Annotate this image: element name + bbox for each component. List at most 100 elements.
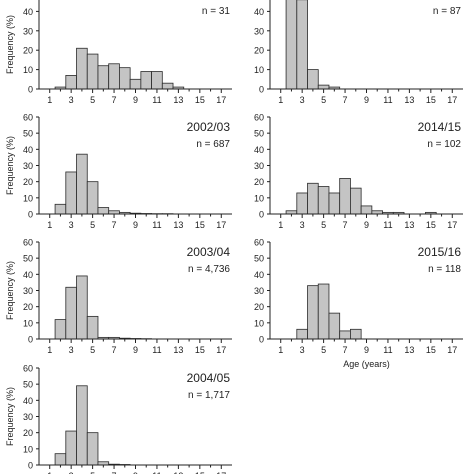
x-tick-label: 1 — [47, 345, 52, 355]
histogram-bar — [76, 385, 88, 466]
histogram-bar — [97, 207, 110, 215]
y-tick-label: 60 — [254, 113, 264, 123]
x-tick-label: 5 — [321, 220, 326, 230]
x-tick-label: 17 — [447, 95, 457, 105]
y-tick-label: 40 — [23, 270, 33, 280]
sample-size-label: n = 87 — [433, 6, 462, 17]
histogram-bar — [86, 53, 99, 90]
y-tick-label: 0 — [28, 210, 33, 220]
x-tick-label: 17 — [216, 95, 226, 105]
x-tick-label: 3 — [69, 471, 74, 474]
y-tick-label: 20 — [23, 46, 33, 56]
histogram-bar — [161, 82, 174, 90]
histogram-bar — [76, 275, 88, 340]
y-tick-label: 40 — [23, 396, 33, 406]
x-tick-label: 1 — [47, 220, 52, 230]
y-axis-title: Frequency (%) — [5, 136, 15, 195]
y-tick-label: 10 — [23, 318, 33, 328]
x-tick-label: 11 — [152, 220, 161, 230]
x-tick-label: 11 — [152, 345, 161, 355]
x-tick-label: 15 — [426, 220, 436, 230]
histogram-bar — [65, 171, 77, 215]
y-tick-label: 50 — [23, 129, 33, 139]
x-tick-label: 3 — [69, 95, 74, 105]
x-tick-label: 9 — [364, 345, 369, 355]
y-tick-label: 10 — [23, 65, 33, 75]
x-tick-label: 3 — [300, 95, 305, 105]
y-tick-label: 30 — [254, 286, 264, 296]
x-tick-label: 1 — [278, 220, 283, 230]
y-tick-label: 0 — [259, 85, 264, 95]
y-tick-label: 60 — [23, 238, 33, 248]
histogram-bar — [328, 192, 341, 215]
x-tick-label: 17 — [216, 345, 226, 355]
histogram-bar — [65, 286, 77, 340]
x-tick-label: 11 — [383, 95, 392, 105]
y-tick-label: 20 — [254, 177, 264, 187]
x-tick-label: 1 — [47, 95, 52, 105]
y-tick-label: 0 — [28, 461, 33, 471]
histogram-bar — [307, 285, 319, 340]
x-tick-label: 11 — [152, 95, 161, 105]
x-tick-label: 3 — [69, 345, 74, 355]
y-tick-label: 40 — [254, 270, 264, 280]
y-tick-label: 30 — [254, 26, 264, 36]
y-tick-label: 60 — [23, 113, 33, 123]
x-tick-label: 5 — [321, 95, 326, 105]
histogram-bar — [54, 319, 67, 340]
y-tick-label: 60 — [254, 238, 264, 248]
y-tick-label: 50 — [23, 380, 33, 390]
histogram-bar — [54, 203, 67, 215]
x-tick-label: 7 — [112, 95, 117, 105]
y-tick-label: 20 — [254, 46, 264, 56]
y-tick-label: 30 — [23, 26, 33, 36]
x-tick-label: 13 — [404, 345, 414, 355]
histogram-bar — [65, 430, 77, 466]
x-tick-label: 9 — [364, 95, 369, 105]
y-tick-label: 10 — [23, 193, 33, 203]
x-tick-label: 15 — [426, 345, 436, 355]
x-tick-label: 7 — [112, 345, 117, 355]
sample-size-label: n = 687 — [196, 139, 230, 150]
y-axis-title: Frequency (%) — [5, 261, 15, 320]
histogram-bar — [317, 186, 330, 215]
x-axis-title: Age (years) — [343, 359, 390, 369]
histogram-bar — [140, 71, 152, 90]
histogram-bar — [328, 312, 341, 340]
x-tick-label: 9 — [364, 220, 369, 230]
histogram-bar — [108, 63, 120, 90]
histogram-bar — [129, 78, 142, 90]
x-tick-label: 17 — [447, 220, 457, 230]
x-tick-label: 17 — [216, 220, 226, 230]
y-tick-label: 30 — [23, 412, 33, 422]
histogram-bar — [350, 187, 362, 215]
y-tick-label: 40 — [23, 7, 33, 17]
x-tick-label: 9 — [133, 220, 138, 230]
y-tick-label: 30 — [254, 161, 264, 171]
y-axis-title: Frequency (%) — [5, 15, 15, 74]
y-tick-label: 10 — [254, 193, 264, 203]
y-tick-label: 0 — [259, 210, 264, 220]
histogram-bar — [360, 205, 373, 215]
y-tick-label: 30 — [23, 286, 33, 296]
x-tick-label: 7 — [112, 220, 117, 230]
y-tick-label: 20 — [254, 302, 264, 312]
x-tick-label: 13 — [173, 95, 183, 105]
histogram-bar — [119, 67, 131, 90]
x-tick-label: 3 — [300, 345, 305, 355]
x-tick-label: 15 — [195, 471, 205, 474]
sample-size-label: n = 1,717 — [188, 390, 230, 401]
y-tick-label: 30 — [23, 161, 33, 171]
x-tick-label: 15 — [195, 345, 205, 355]
y-tick-label: 50 — [254, 129, 264, 139]
x-tick-label: 1 — [47, 471, 52, 474]
y-tick-label: 40 — [254, 145, 264, 155]
sample-size-label: n = 4,736 — [188, 264, 230, 275]
histogram-bar — [76, 47, 88, 90]
histogram-bar — [65, 75, 77, 90]
